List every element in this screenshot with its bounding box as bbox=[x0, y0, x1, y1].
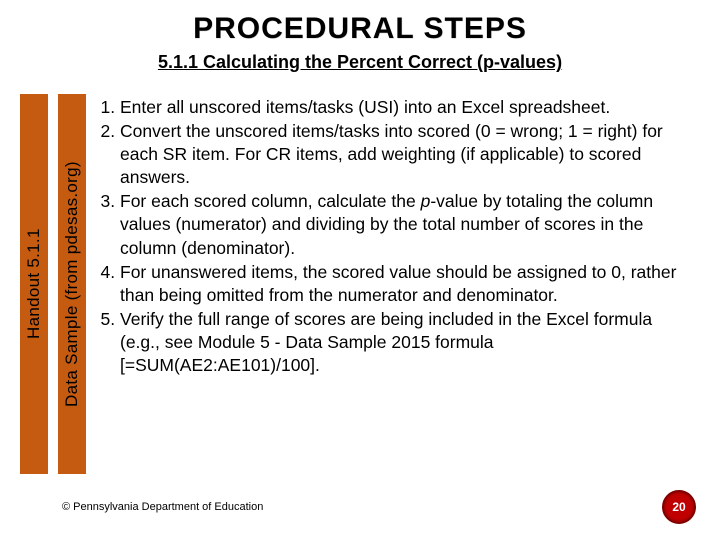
slide: PROCEDURAL STEPS 5.1.1 Calculating the P… bbox=[0, 0, 720, 540]
step-item: Verify the full range of scores are bein… bbox=[120, 308, 692, 377]
section-subheading: 5.1.1 Calculating the Percent Correct (p… bbox=[0, 52, 720, 73]
steps-list: Enter all unscored items/tasks (USI) int… bbox=[94, 96, 692, 377]
side-label-data-sample: Data Sample (from pdesas.org) bbox=[58, 94, 86, 474]
step-item: For unanswered items, the scored value s… bbox=[120, 261, 692, 307]
side-gap bbox=[48, 94, 58, 474]
step-item: For each scored column, calculate the p-… bbox=[120, 190, 692, 259]
page-title: PROCEDURAL STEPS bbox=[0, 0, 720, 46]
content-row: Handout 5.1.1 Data Sample (from pdesas.o… bbox=[20, 94, 692, 474]
page-number-badge: 20 bbox=[662, 490, 696, 524]
copyright-text: © Pennsylvania Department of Education bbox=[62, 501, 263, 513]
step-item: Convert the unscored items/tasks into sc… bbox=[120, 120, 692, 189]
step-item: Enter all unscored items/tasks (USI) int… bbox=[120, 96, 692, 119]
pvalue-italic: p bbox=[421, 191, 431, 211]
side-label-handout: Handout 5.1.1 bbox=[20, 94, 48, 474]
footer: © Pennsylvania Department of Education 2… bbox=[62, 490, 696, 524]
steps-container: Enter all unscored items/tasks (USI) int… bbox=[86, 94, 692, 474]
